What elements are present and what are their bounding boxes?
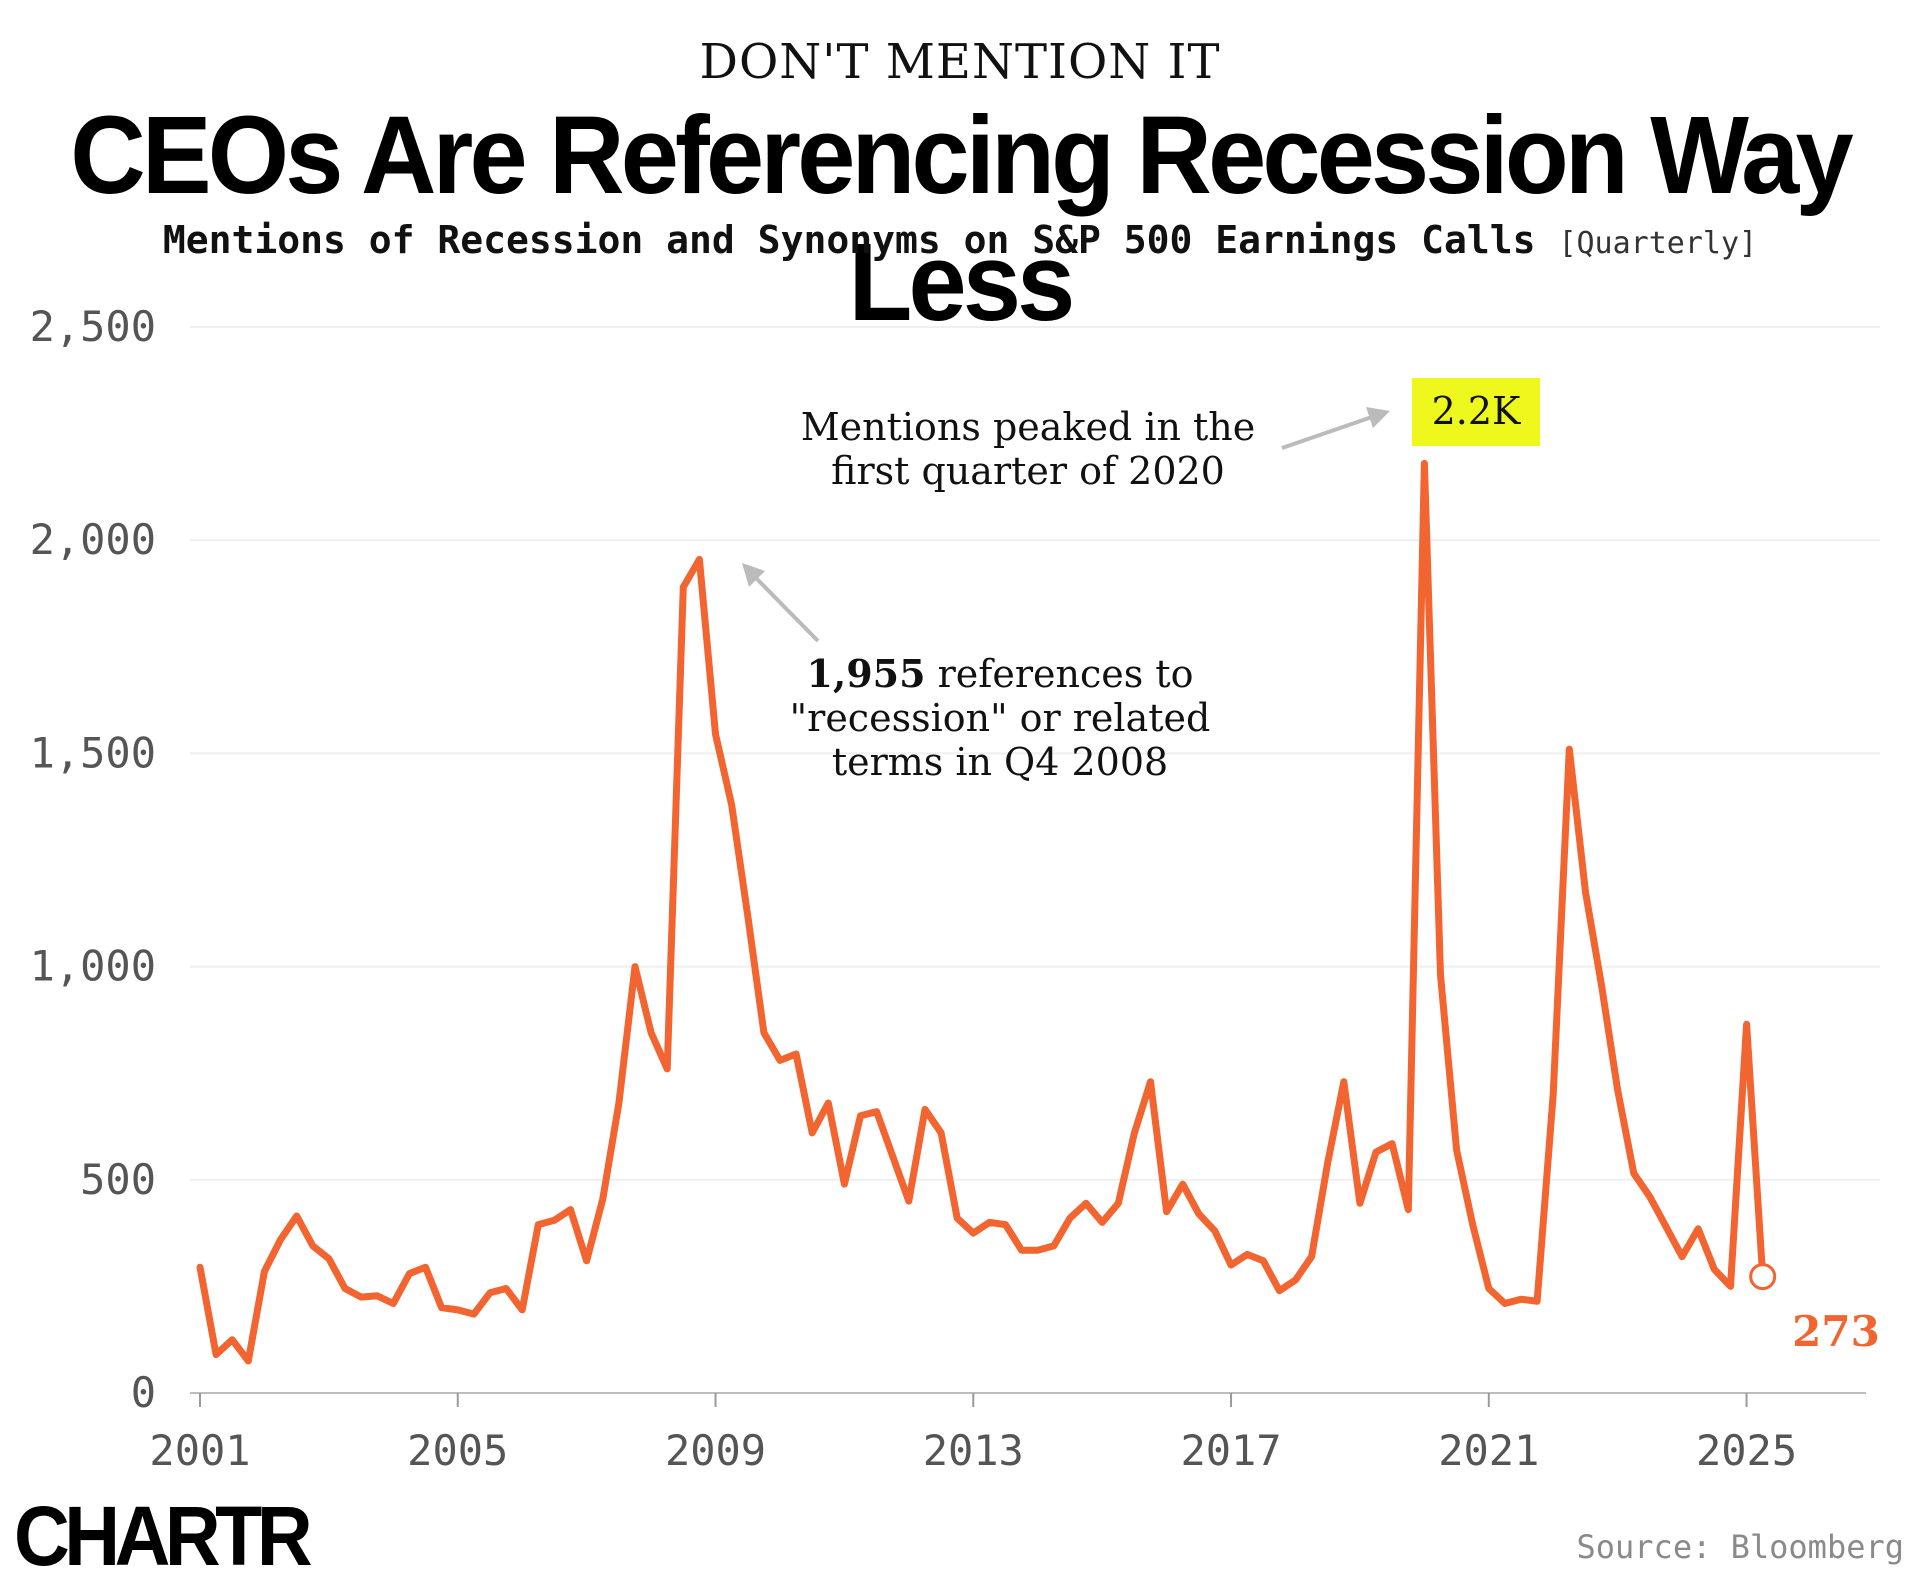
x-axis: 2001 2005 2009 2013 2017 2021 2025 bbox=[149, 1392, 1866, 1475]
last-value-label: 273 bbox=[1792, 1307, 1880, 1356]
x-tick-label: 2005 bbox=[407, 1426, 508, 1475]
x-tick-label: 2013 bbox=[923, 1426, 1024, 1475]
subtitle-text: Mentions of Recession and Synonyms on S&… bbox=[162, 218, 1536, 262]
x-tick-label: 2001 bbox=[149, 1426, 250, 1475]
subtitle-frequency: [Quarterly] bbox=[1558, 226, 1758, 261]
y-tick-label: 1,000 bbox=[30, 942, 156, 991]
chart-kicker: DON'T MENTION IT bbox=[699, 34, 1221, 90]
source-note: Source: Bloomberg bbox=[1576, 1528, 1904, 1566]
peak-2020-badge-label: 2.2K bbox=[1432, 389, 1521, 433]
y-tick-label: 0 bbox=[131, 1368, 156, 1417]
peak-2008-note-text: references to bbox=[926, 652, 1194, 696]
peak-2008-value: 1,955 bbox=[807, 651, 926, 696]
y-axis: 0 500 1,000 1,500 2,000 2,500 bbox=[30, 302, 156, 1417]
y-tick-label: 1,500 bbox=[30, 728, 156, 777]
peak-2020-badge bbox=[1412, 378, 1540, 446]
x-tick-label: 2017 bbox=[1180, 1426, 1281, 1475]
x-tick-label: 2009 bbox=[665, 1426, 766, 1475]
x-tick-label: 2025 bbox=[1696, 1426, 1797, 1475]
last-point-marker bbox=[1749, 1263, 1777, 1291]
chartr-logo: CHARTR bbox=[14, 1489, 313, 1583]
x-tick-label: 2021 bbox=[1438, 1426, 1539, 1475]
y-tick-label: 2,000 bbox=[30, 515, 156, 564]
peak-2008-note-line3: terms in Q4 2008 bbox=[832, 740, 1168, 784]
peak-2008-note-line1: 1,955 references to bbox=[807, 651, 1194, 696]
chart-subtitle: Mentions of Recession and Synonyms on S&… bbox=[0, 218, 1920, 262]
chart-title: CEOs Are Referencing Recession Way Less bbox=[70, 94, 1853, 344]
peak-2008-arrow bbox=[754, 576, 820, 643]
peak-2020-arrow bbox=[1281, 415, 1373, 450]
peak-2020-note-line2: first quarter of 2020 bbox=[831, 449, 1225, 493]
series-line bbox=[196, 459, 1767, 1365]
peak-2008-arrowhead bbox=[742, 563, 765, 587]
peak-2008-note-line2: "recession" or related bbox=[790, 696, 1211, 740]
peak-2020-arrowhead bbox=[1366, 407, 1390, 428]
peak-2020-note-line1: Mentions peaked in the bbox=[801, 405, 1256, 449]
y-tick-label: 500 bbox=[80, 1155, 156, 1204]
y-tick-label: 2,500 bbox=[30, 302, 156, 351]
series-layer bbox=[196, 459, 1777, 1365]
